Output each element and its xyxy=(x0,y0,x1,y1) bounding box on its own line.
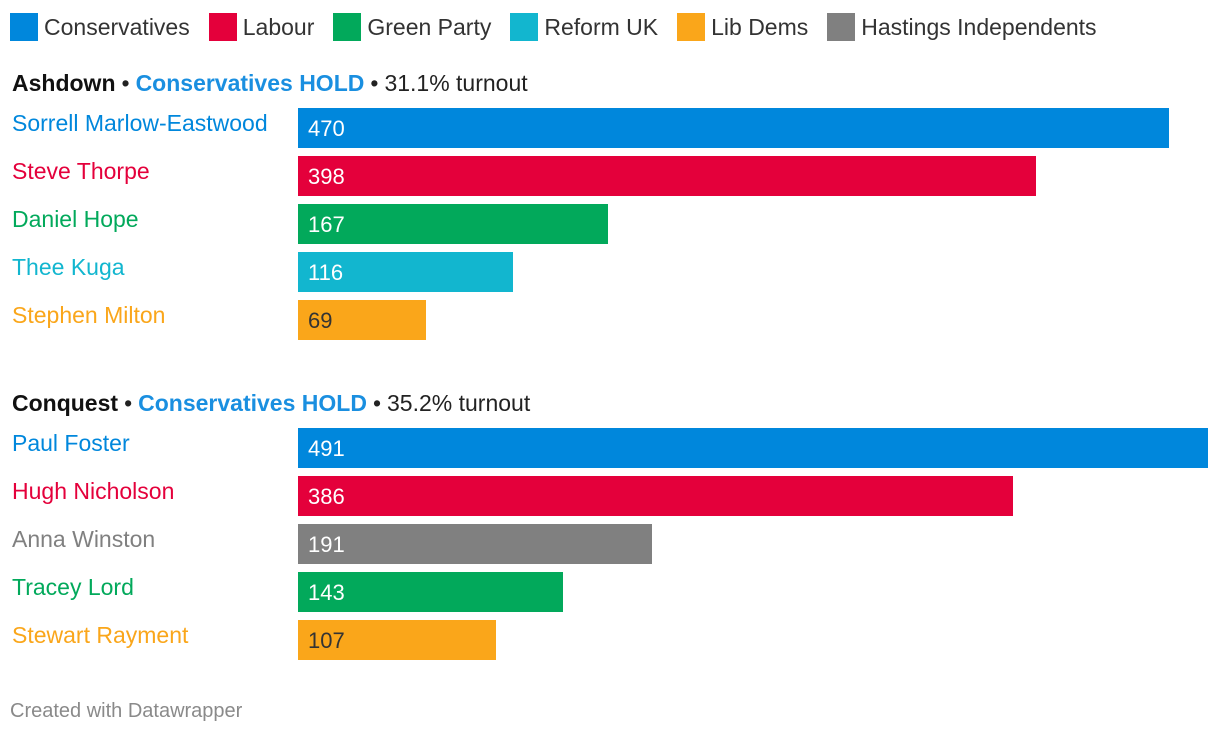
candidate-name: Paul Foster xyxy=(12,430,130,456)
candidate-name: Daniel Hope xyxy=(12,206,139,232)
candidate-row: Hugh Nicholson 386 xyxy=(0,476,1220,516)
candidate-row: Tracey Lord 143 xyxy=(0,572,1220,612)
legend-item-hastings-independents: Hastings Independents xyxy=(827,13,1097,41)
vote-value-label: 107 xyxy=(308,628,345,653)
legend-label: Hastings Independents xyxy=(861,13,1097,40)
ward-name: Ashdown xyxy=(12,70,116,96)
vote-value-label: 470 xyxy=(308,116,345,141)
vote-value-label: 69 xyxy=(308,308,333,333)
candidate-name: Hugh Nicholson xyxy=(12,478,175,504)
candidate-row: Stephen Milton 69 xyxy=(0,300,1220,340)
legend-swatch xyxy=(827,13,856,41)
separator: • xyxy=(370,70,379,96)
vote-bar: 191 xyxy=(298,524,652,564)
candidate-row: Anna Winston 191 xyxy=(0,524,1220,564)
legend-item-reform-uk: Reform UK xyxy=(510,13,658,41)
candidate-name: Tracey Lord xyxy=(12,574,134,600)
legend-label: Conservatives xyxy=(44,13,190,40)
legend-swatch xyxy=(677,13,706,41)
candidate-name: Sorrell Marlow-Eastwood xyxy=(12,110,268,136)
legend-label: Lib Dems xyxy=(711,13,809,40)
ward-turnout: 31.1% turnout xyxy=(384,70,528,96)
legend: Conservatives Labour Green Party Reform … xyxy=(10,13,1116,41)
candidate-row: Daniel Hope 167 xyxy=(0,204,1220,244)
candidate-row: Sorrell Marlow-Eastwood 470 xyxy=(0,108,1220,148)
legend-item-lib-dems: Lib Dems xyxy=(677,13,808,41)
legend-item-labour: Labour xyxy=(208,13,315,41)
vote-value-label: 143 xyxy=(308,580,345,605)
ward-title: Conquest • Conservatives HOLD • 35.2% turnou… xyxy=(12,390,530,417)
vote-bar: 116 xyxy=(298,252,513,292)
legend-label: Green Party xyxy=(367,13,492,40)
candidate-name: Anna Winston xyxy=(12,526,156,552)
ward-turnout: 35.2% turnout xyxy=(387,390,531,416)
separator: • xyxy=(372,390,381,416)
legend-swatch xyxy=(510,13,539,41)
candidate-name: Thee Kuga xyxy=(12,254,125,280)
vote-value-label: 386 xyxy=(308,484,345,509)
vote-bar: 398 xyxy=(298,156,1036,196)
ward-result: Conservatives HOLD xyxy=(135,70,365,96)
vote-value-label: 491 xyxy=(308,436,345,461)
legend-swatch xyxy=(10,13,38,41)
vote-value-label: 167 xyxy=(308,212,345,237)
vote-value-label: 116 xyxy=(308,260,344,285)
ward-result: Conservatives HOLD xyxy=(138,390,367,416)
legend-label: Reform UK xyxy=(544,13,659,40)
vote-bar: 107 xyxy=(298,620,496,660)
legend-item-conservatives: Conservatives xyxy=(10,13,190,41)
candidate-row: Paul Foster 491 xyxy=(0,428,1220,468)
candidate-name: Stewart Rayment xyxy=(12,622,189,648)
vote-bar: 470 xyxy=(298,108,1169,148)
candidate-name: Steve Thorpe xyxy=(12,158,150,184)
candidate-row: Stewart Rayment 107 xyxy=(0,620,1220,660)
vote-value-label: 191 xyxy=(308,532,345,557)
vote-value-label: 398 xyxy=(308,164,345,189)
legend-item-green-party: Green Party xyxy=(333,13,491,41)
candidate-row: Steve Thorpe 398 xyxy=(0,156,1220,196)
candidate-name: Stephen Milton xyxy=(12,302,166,328)
ward-name: Conquest xyxy=(12,390,119,416)
vote-bar: 386 xyxy=(298,476,1013,516)
legend-label: Labour xyxy=(242,13,315,40)
vote-bar: 167 xyxy=(298,204,608,244)
vote-bar: 69 xyxy=(298,300,426,340)
separator: • xyxy=(121,70,130,96)
legend-swatch xyxy=(208,13,237,41)
separator: • xyxy=(124,390,133,416)
vote-bar: 143 xyxy=(298,572,563,612)
vote-bar: 491 xyxy=(298,428,1208,468)
credit-text: Created with Datawrapper xyxy=(10,700,243,722)
legend-swatch xyxy=(333,13,362,41)
ward-title: Ashdown • Conservatives HOLD • 31.1% turnout xyxy=(12,70,528,97)
candidate-row: Thee Kuga 116 xyxy=(0,252,1220,292)
